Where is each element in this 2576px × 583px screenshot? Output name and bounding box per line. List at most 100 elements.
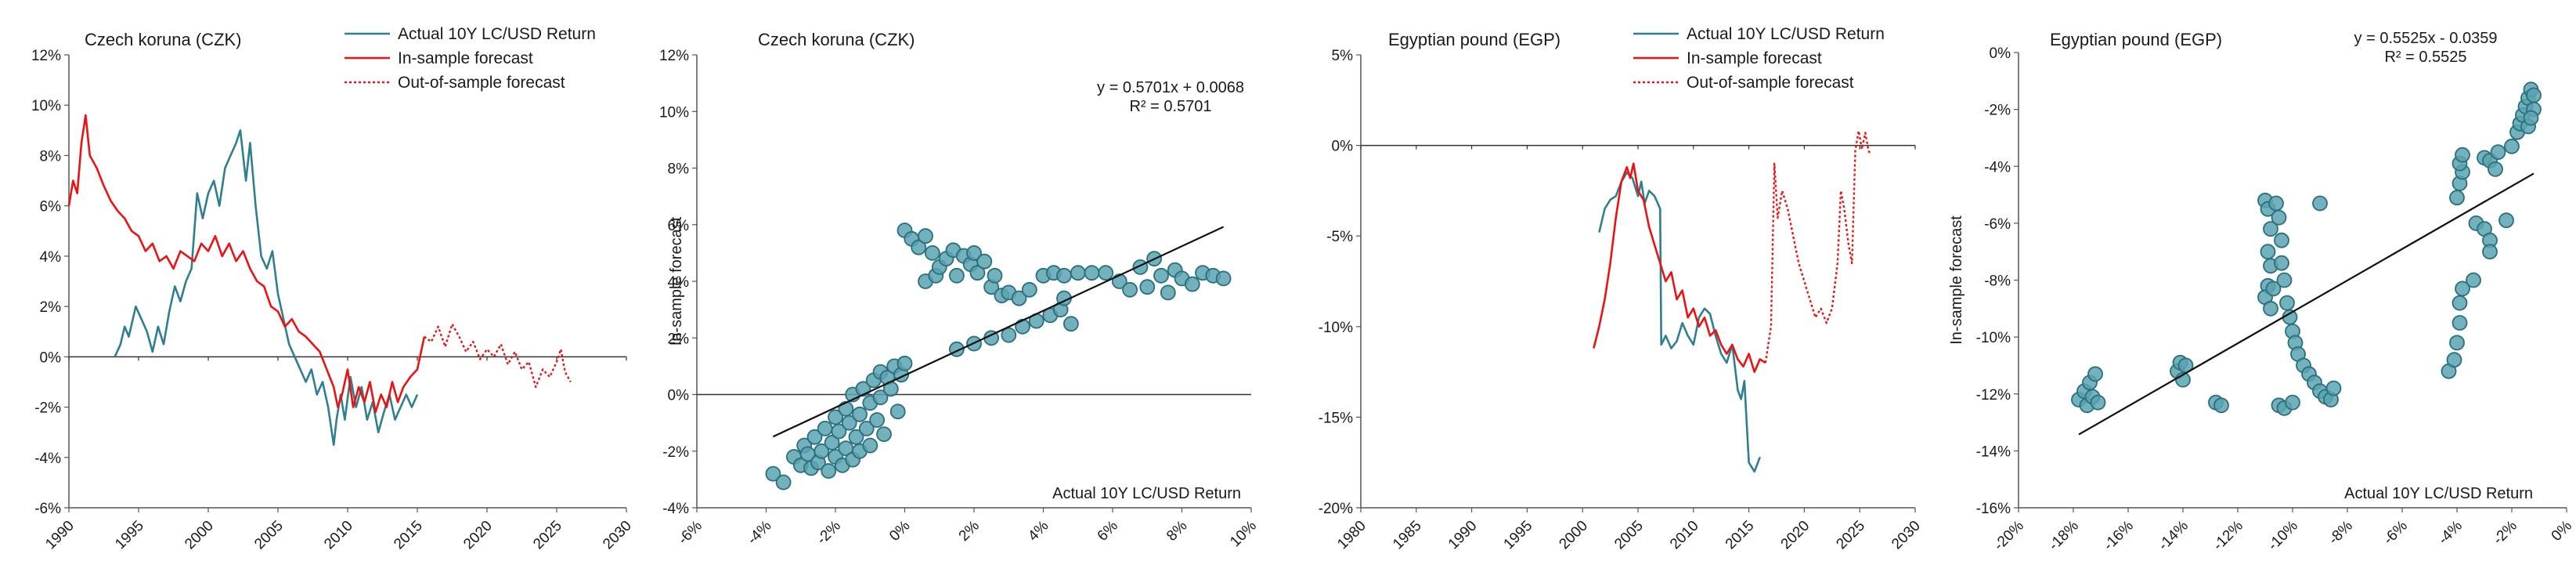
y-tick-label: -12% xyxy=(1976,387,2011,404)
legend-label: Actual 10Y LC/USD Return xyxy=(1687,25,1885,43)
x-tick-label: -20% xyxy=(1991,518,2027,554)
x-tick-label: -16% xyxy=(2101,518,2137,554)
scatter-point xyxy=(2523,110,2539,126)
scatter-point xyxy=(911,239,927,255)
scatter-point xyxy=(858,421,875,436)
scatter-point xyxy=(1160,284,1176,301)
x-tick-label: 1995 xyxy=(112,518,147,553)
y-tick-label: 6% xyxy=(668,218,690,234)
x-tick-label: 2015 xyxy=(391,518,426,553)
series-line-actual xyxy=(1598,172,1762,473)
y-tick-label: -4% xyxy=(1984,159,2011,176)
y-tick-label: 2% xyxy=(40,299,62,316)
r-squared-label: R² = 0.5525 xyxy=(2384,49,2466,66)
x-tick-label: 2000 xyxy=(1556,518,1591,553)
x-tick-label: 1990 xyxy=(1445,518,1481,553)
czk-scatter-panel: 12%10%8%6%4%2%0%-2%-4%-6% -4% -2% 0% 2% 4% 6% 8… xyxy=(659,30,1260,550)
x-tick-label: 0% xyxy=(2549,518,2575,545)
scatter-point xyxy=(2504,138,2520,154)
y-tick-label: 4% xyxy=(668,274,690,291)
legend-label: Actual 10Y LC/USD Return xyxy=(398,25,596,43)
y-tick-label: 0% xyxy=(1990,45,2011,62)
scatter-point xyxy=(1070,265,1086,281)
trendline-equation: y = 0.5525x - 0.0359 xyxy=(2354,30,2498,47)
x-tick-label: -12% xyxy=(2210,518,2246,554)
y-tick-label: -6% xyxy=(34,501,61,517)
scatter-point xyxy=(1084,265,1100,281)
x-tick-label: -4% xyxy=(745,518,775,549)
scatter-point xyxy=(2449,190,2465,206)
series-line-actual xyxy=(114,129,419,447)
y-tick-label: -8% xyxy=(1984,273,2011,290)
scatter-point xyxy=(775,474,792,491)
x-tick-label: -2% xyxy=(814,518,844,549)
y-tick-label: -2% xyxy=(34,400,61,417)
scatter-point xyxy=(2285,394,2300,411)
y-tick-label: -4% xyxy=(662,501,689,517)
scatter-point xyxy=(765,465,781,482)
scatter-point xyxy=(976,253,993,270)
series-line-dotted xyxy=(424,323,572,389)
y-axis-title: In-sample forecast xyxy=(1948,215,1965,345)
scatter-point xyxy=(969,265,986,281)
scatter-point xyxy=(876,426,892,442)
r-squared-label: R² = 0.5701 xyxy=(1129,98,1211,115)
y-tick-label: 8% xyxy=(40,148,62,165)
scatter-point xyxy=(2325,380,2342,397)
series-line-forecast xyxy=(67,114,426,414)
scatter-point xyxy=(2279,295,2295,311)
y-tick-label: -15% xyxy=(1319,410,1353,426)
scatter-point xyxy=(2466,272,2481,288)
scatter-point xyxy=(2446,352,2462,368)
y-tick-label: -5% xyxy=(1326,229,1353,245)
scatter-point xyxy=(1215,270,1232,287)
x-tick-label: 2005 xyxy=(1611,518,1647,553)
scatter-point xyxy=(1001,327,1017,343)
y-tick-label: 4% xyxy=(40,249,62,266)
x-tick-label: 2% xyxy=(956,518,983,545)
scatter-point xyxy=(1015,318,1030,335)
scatter-point xyxy=(1011,290,1027,306)
x-tick-label: 0% xyxy=(886,518,913,545)
scatter-point xyxy=(848,429,864,445)
scatter-point xyxy=(2455,147,2470,163)
scatter-point xyxy=(862,437,879,454)
x-tick-label: 10% xyxy=(1227,518,1260,551)
x-tick-label: -6% xyxy=(675,518,705,549)
x-tick-label: 2025 xyxy=(1833,518,1868,553)
scatter-point xyxy=(925,244,940,261)
x-tick-label: -2% xyxy=(2490,518,2520,549)
scatter-point xyxy=(821,463,837,479)
scatter-point xyxy=(872,389,889,406)
scatter-point xyxy=(2263,221,2278,237)
scatter-point xyxy=(806,429,823,445)
y-tick-label: 12% xyxy=(659,48,689,64)
scatter-point xyxy=(2488,161,2503,177)
scatter-point xyxy=(852,406,868,422)
x-tick-label: -6% xyxy=(2380,518,2411,549)
scatter-point xyxy=(918,228,933,244)
y-tick-label: 0% xyxy=(668,388,690,404)
x-tick-label: 2000 xyxy=(182,518,217,553)
x-tick-label: 2020 xyxy=(460,518,496,553)
x-axis-title: Actual 10Y LC/USD Return xyxy=(2344,485,2533,502)
x-tick-label: 2015 xyxy=(1723,518,1758,553)
scatter-point xyxy=(2276,272,2293,288)
x-tick-label: 1980 xyxy=(1334,518,1369,553)
x-tick-label: 1985 xyxy=(1390,518,1425,553)
scatter-point xyxy=(817,421,833,436)
scatter-point xyxy=(814,443,830,459)
scatter-point xyxy=(1056,267,1072,284)
scatter-point xyxy=(2274,232,2289,248)
scatter-point xyxy=(2268,195,2284,212)
egp-scatter-panel: 0%-2%-4%-6%-8%-10%-12%-14%-16%-20% -18% -1… xyxy=(1948,30,2575,554)
scatter-point xyxy=(2455,281,2470,297)
scatter-point xyxy=(2260,244,2276,260)
x-tick-label: -18% xyxy=(2046,518,2082,554)
x-tick-label: 2010 xyxy=(321,518,356,553)
scatter-point xyxy=(1122,281,1138,298)
x-tick-label: -4% xyxy=(2435,518,2466,549)
x-tick-label: 2025 xyxy=(530,518,565,553)
scatter-point xyxy=(2449,335,2465,351)
